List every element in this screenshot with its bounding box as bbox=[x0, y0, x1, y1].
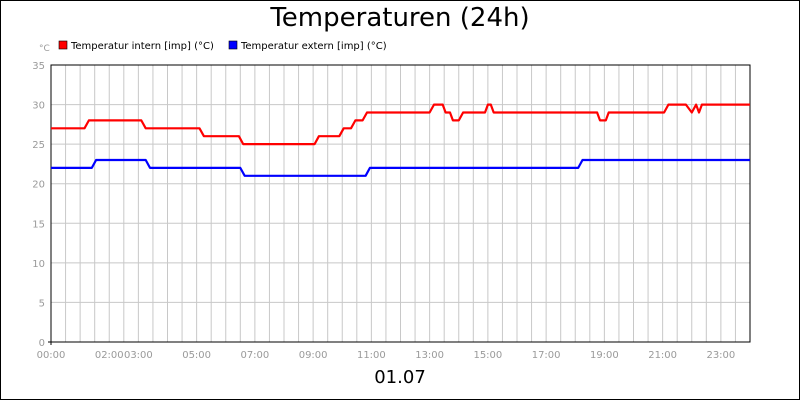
x-tick-label: 19:00 bbox=[590, 350, 619, 361]
x-tick-label: 03:00 bbox=[124, 350, 153, 361]
legend-swatch bbox=[228, 40, 238, 50]
y-tick-label: 20 bbox=[32, 180, 45, 191]
y-tick-label: 10 bbox=[32, 259, 45, 270]
x-tick-label: 00:00 bbox=[37, 350, 66, 361]
x-tick-label: 15:00 bbox=[473, 350, 502, 361]
y-tick-label: 5 bbox=[39, 298, 45, 309]
y-tick-label: 25 bbox=[32, 140, 45, 151]
x-tick-label: 17:00 bbox=[532, 350, 561, 361]
y-tick-label: 0 bbox=[39, 338, 45, 349]
x-axis-date-label: 01.07 bbox=[374, 367, 426, 388]
x-tick-label: 23:00 bbox=[706, 350, 735, 361]
x-tick-label: 11:00 bbox=[357, 350, 386, 361]
x-tick-label: 09:00 bbox=[299, 350, 328, 361]
legend-label: Temperatur extern [imp] (°C) bbox=[240, 41, 387, 52]
legend-label: Temperatur intern [imp] (°C) bbox=[70, 41, 214, 52]
x-tick-label: 02:00 bbox=[95, 350, 124, 361]
series-line-2 bbox=[51, 158, 750, 177]
legend-swatch bbox=[58, 40, 68, 50]
y-tick-label: 15 bbox=[32, 219, 45, 230]
y-axis-unit-label: °C bbox=[39, 44, 50, 54]
x-tick-label: 07:00 bbox=[240, 350, 269, 361]
y-tick-label: 35 bbox=[32, 61, 45, 72]
series-line-1 bbox=[51, 103, 750, 146]
x-tick-label: 21:00 bbox=[648, 350, 677, 361]
chart-title: Temperaturen (24h) bbox=[270, 3, 530, 33]
x-tick-label: 13:00 bbox=[415, 350, 444, 361]
x-tick-label: 05:00 bbox=[182, 350, 211, 361]
y-tick-label: 30 bbox=[32, 101, 45, 112]
